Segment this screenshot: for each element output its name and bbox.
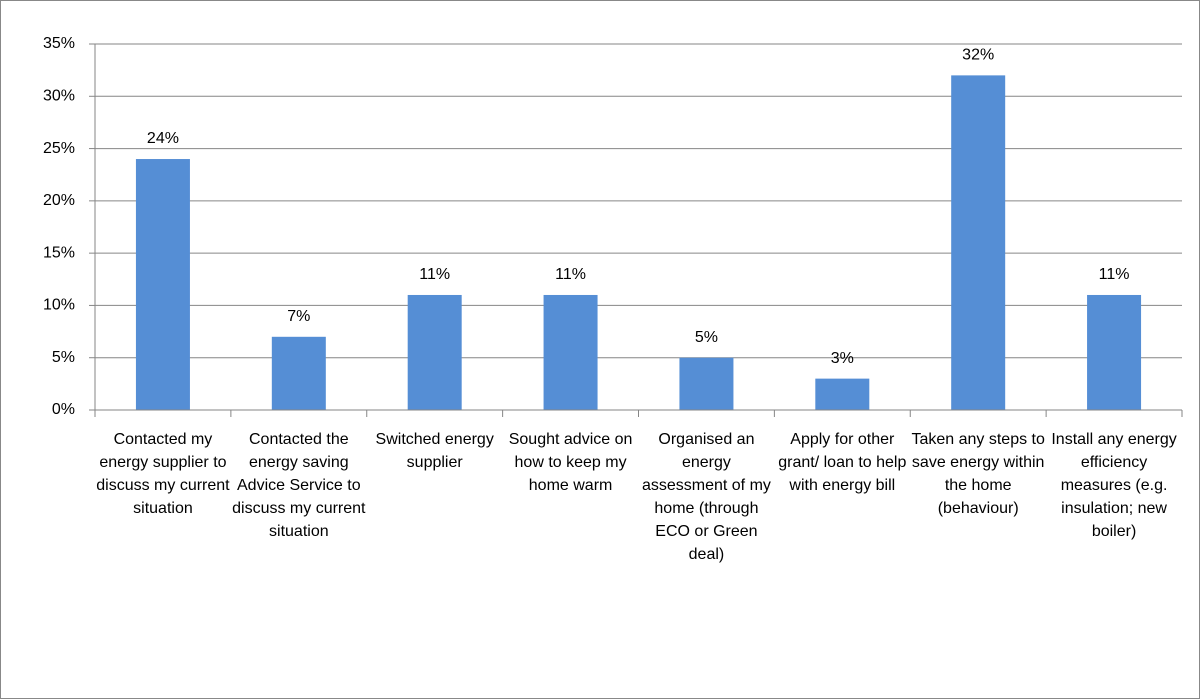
bar bbox=[407, 294, 462, 410]
bar bbox=[815, 378, 870, 410]
x-tick-label: Switched energy supplier bbox=[375, 431, 494, 471]
x-tick-label: Taken any steps to save energy within th… bbox=[911, 431, 1045, 517]
bar bbox=[1087, 294, 1142, 410]
data-label: 11% bbox=[1099, 266, 1130, 283]
x-tick-label: Install any energy efficiency measures (… bbox=[1051, 431, 1177, 540]
y-tick-label: 25% bbox=[43, 140, 75, 157]
y-tick-label: 5% bbox=[52, 349, 75, 366]
y-tick-label: 35% bbox=[43, 35, 75, 52]
y-tick-label: 30% bbox=[43, 88, 75, 105]
data-label: 5% bbox=[695, 329, 718, 346]
data-label: 11% bbox=[555, 266, 586, 283]
bar bbox=[135, 159, 190, 410]
bar bbox=[951, 75, 1006, 410]
y-tick-label: 10% bbox=[43, 297, 75, 314]
x-tick-label: Sought advice on how to keep my home war… bbox=[508, 431, 633, 494]
data-label: 3% bbox=[831, 350, 854, 367]
y-tick-label: 20% bbox=[43, 192, 75, 209]
data-label: 24% bbox=[147, 130, 179, 147]
y-tick-label: 15% bbox=[43, 244, 75, 261]
bar bbox=[271, 336, 326, 410]
data-label: 11% bbox=[419, 266, 450, 283]
y-tick-label: 0% bbox=[52, 401, 75, 418]
data-label: 32% bbox=[962, 47, 994, 64]
x-tick-label: Apply for other grant/ loan to help with… bbox=[778, 431, 907, 494]
x-tick-label: Contacted the energy saving Advice Servi… bbox=[232, 431, 366, 540]
x-tick-label: Contacted my energy supplier to discuss … bbox=[96, 431, 230, 517]
data-label: 7% bbox=[287, 308, 310, 325]
bar bbox=[543, 294, 598, 410]
bar bbox=[679, 357, 734, 410]
x-tick-label: Organised an energy assessment of my hom… bbox=[641, 431, 771, 563]
